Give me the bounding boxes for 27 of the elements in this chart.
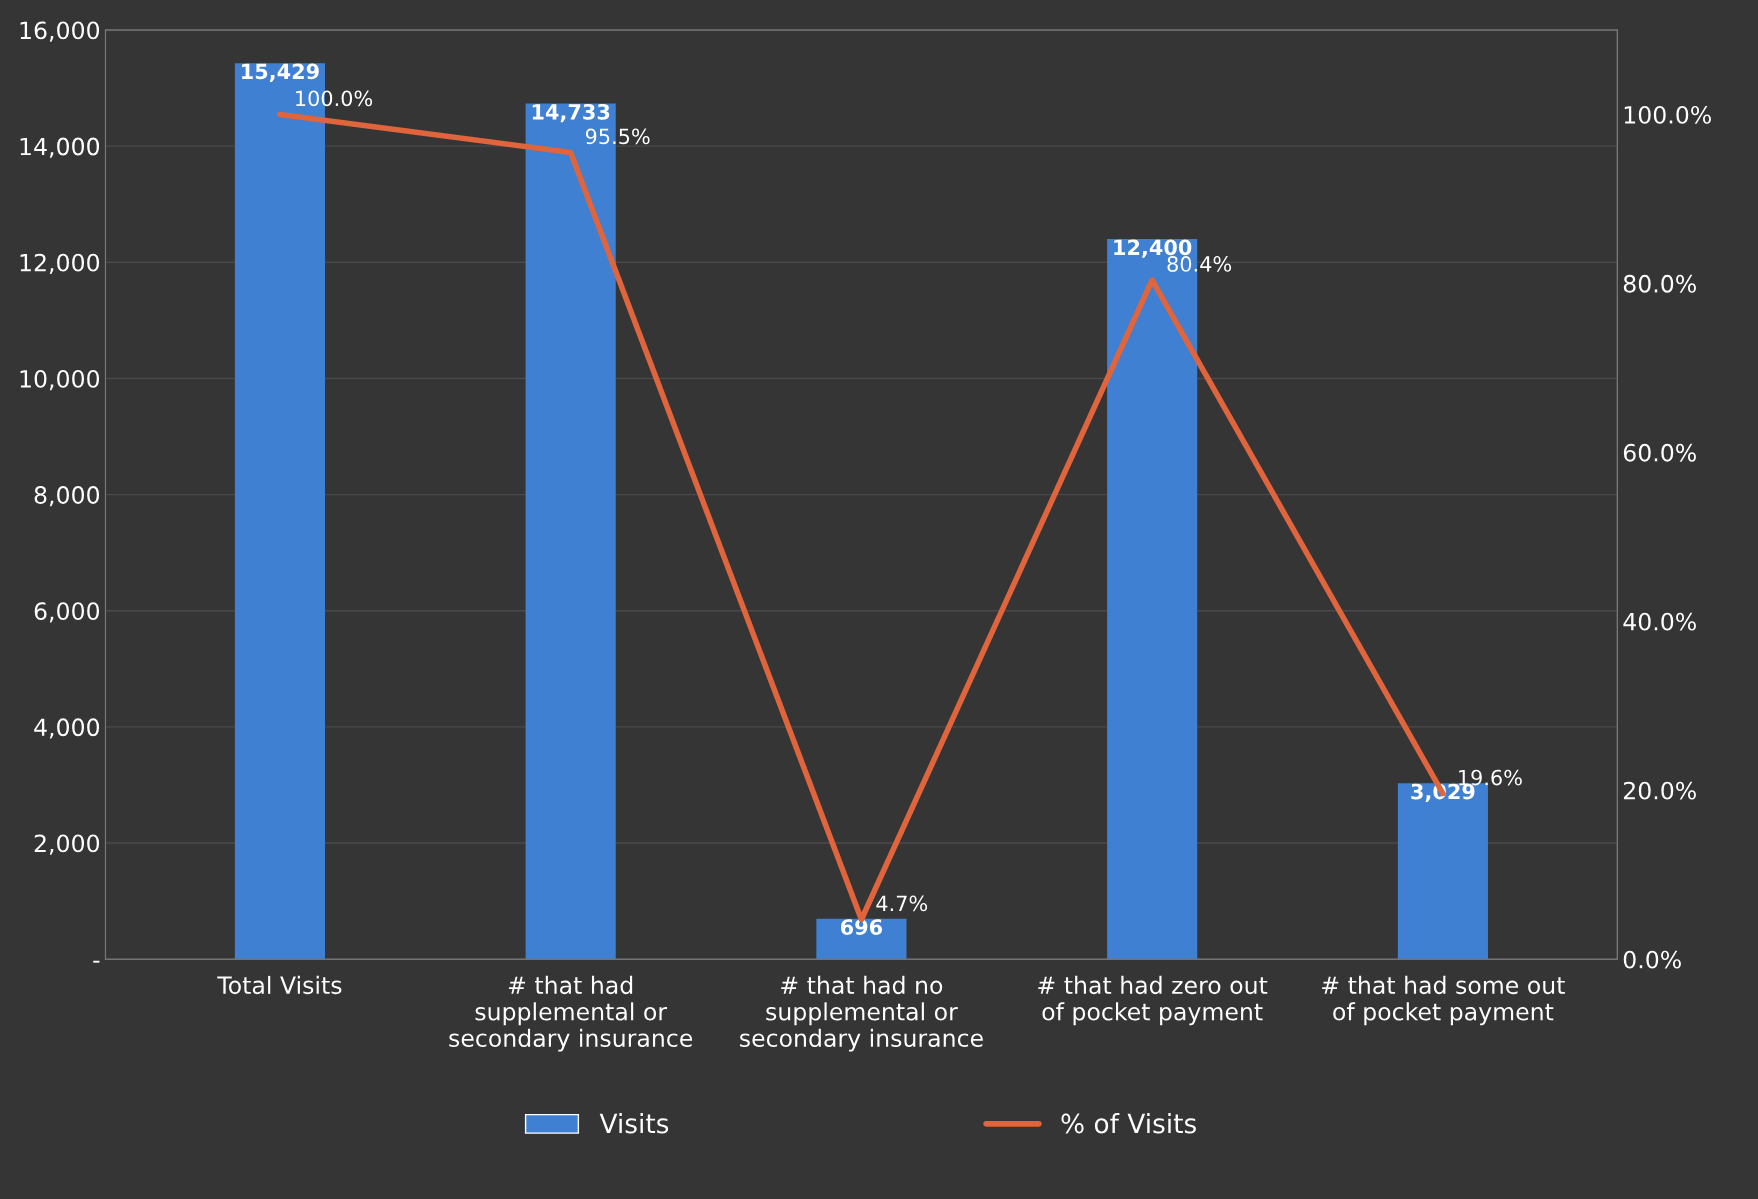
y-tick-label: 14,000 [20, 137, 100, 158]
y2-tick-label: 20.0% [1623, 781, 1696, 800]
x-tick-label: # that had zero out of pocket payment [1038, 975, 1268, 1026]
data-label: 12,400 [1114, 239, 1192, 258]
x-tick-label: # that had supplemental or secondary insurance [449, 975, 693, 1052]
x-tick-label: # that had some out of pocket payment [1322, 975, 1565, 1026]
data-label: 14,733 [532, 103, 610, 123]
y2-tick-label: 40.0% [1623, 612, 1696, 631]
y-tick-label: 4,000 [34, 718, 100, 739]
legend-label: % of Visits [1061, 1113, 1196, 1134]
y-tick-label: 2,000 [34, 834, 100, 855]
y2-tick-label: 60.0% [1623, 443, 1696, 462]
y-tick-label: 6,000 [34, 602, 100, 623]
x-tick-label: Total Visits [217, 975, 342, 995]
y-tick-label: 8,000 [34, 486, 100, 507]
y-tick-label: 10,000 [20, 369, 100, 391]
data-label: 15,429 [242, 63, 319, 82]
y2-tick-label: 80.0% [1623, 274, 1696, 293]
y-tick-label: 12,000 [20, 253, 100, 274]
y-tick-label: 16,000 [20, 21, 100, 42]
x-tick-label: # that had no supplemental or secondary insurance [740, 975, 983, 1052]
data-label: 696 [840, 919, 883, 935]
y2-tick-label: 0.0% [1623, 950, 1681, 969]
legend-label: Visits [599, 1113, 669, 1134]
y2-tick-label: 100.0% [1624, 105, 1711, 124]
data-label: 4.7% [876, 895, 928, 912]
y-tick-label: - [93, 960, 100, 963]
